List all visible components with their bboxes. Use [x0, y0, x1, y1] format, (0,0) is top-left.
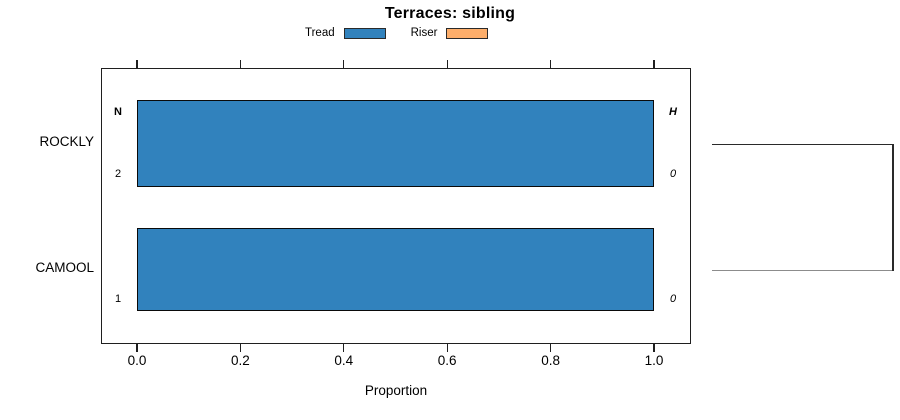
x-axis-tick-top	[136, 60, 138, 68]
legend-swatch-1	[446, 27, 489, 39]
dendrogram-branch-top	[712, 143, 892, 146]
x-axis-tick-top	[653, 60, 655, 68]
bar-tread-camool	[137, 228, 654, 311]
annotation-n-value: 2	[114, 168, 122, 180]
x-axis-tick-top	[549, 60, 552, 68]
x-axis-tick-label: 0.0	[127, 353, 147, 368]
dendrogram-branch-bottom	[712, 269, 892, 272]
x-axis-tick-top	[446, 60, 448, 68]
legend-swatch-0	[343, 27, 386, 39]
annotation-h-value: 0	[669, 168, 677, 180]
x-axis-tick-top	[343, 60, 345, 68]
x-axis-tick-label: 0.6	[437, 353, 457, 368]
x-axis-tick-label: 0.2	[231, 353, 250, 368]
x-axis-tick-top	[239, 60, 242, 68]
x-axis-tick-bottom	[239, 344, 242, 352]
x-axis-tick-bottom	[446, 344, 448, 352]
legend-label-riser: Riser	[410, 27, 438, 39]
x-axis-tick-label: 0.8	[541, 353, 560, 368]
chart-legend: Tread Riser	[305, 26, 489, 40]
legend-label-tread: Tread	[305, 27, 335, 39]
x-axis-tick-bottom	[343, 344, 345, 352]
annotation-header-n: N	[114, 106, 122, 118]
dendrogram-join-vertical	[892, 143, 894, 272]
category-label-camool: CAMOOL	[35, 260, 94, 275]
chart-title: Terraces: sibling	[384, 5, 516, 22]
x-axis-tick-bottom	[549, 344, 552, 352]
category-label-rockly: ROCKLY	[39, 134, 94, 149]
legend-item-tread: Tread	[305, 27, 386, 39]
x-axis-tick-label: 0.4	[334, 353, 354, 368]
x-axis-tick-bottom	[136, 344, 138, 352]
annotation-h-value: 0	[669, 293, 677, 305]
annotation-n-value: 1	[114, 293, 122, 305]
x-axis-tick-bottom	[653, 344, 655, 352]
legend-item-riser: Riser	[411, 27, 489, 39]
x-axis-label: Proportion	[364, 383, 428, 398]
annotation-header-h: H	[669, 106, 677, 118]
bar-tread-rockly	[137, 100, 654, 187]
x-axis-tick-label: 1.0	[644, 353, 664, 368]
